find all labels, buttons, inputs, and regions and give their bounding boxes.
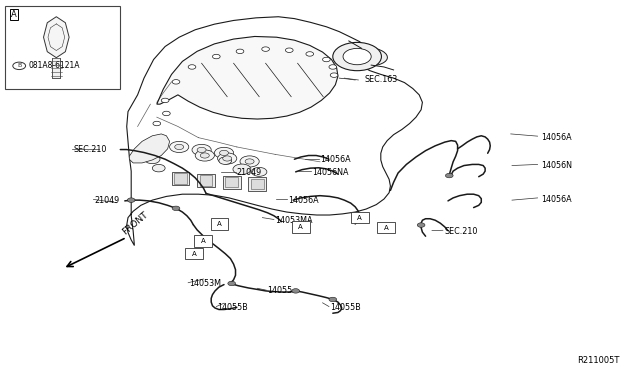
Circle shape bbox=[218, 153, 237, 164]
Circle shape bbox=[188, 65, 196, 69]
Bar bbox=[225, 177, 238, 187]
Bar bbox=[172, 172, 189, 185]
Polygon shape bbox=[44, 17, 69, 58]
Circle shape bbox=[219, 157, 232, 164]
Circle shape bbox=[197, 147, 206, 153]
Text: 14056A: 14056A bbox=[541, 195, 572, 203]
Text: 14053MA: 14053MA bbox=[275, 216, 313, 225]
Text: B: B bbox=[17, 63, 21, 68]
Text: A: A bbox=[298, 224, 303, 230]
Text: 14055B: 14055B bbox=[330, 303, 361, 312]
Circle shape bbox=[252, 167, 267, 176]
Circle shape bbox=[172, 80, 180, 84]
Text: SEC.210: SEC.210 bbox=[74, 145, 107, 154]
Circle shape bbox=[285, 48, 293, 52]
Bar bbox=[351, 212, 369, 223]
Circle shape bbox=[306, 52, 314, 56]
Text: A: A bbox=[217, 221, 222, 227]
Text: A: A bbox=[357, 215, 362, 221]
Circle shape bbox=[445, 173, 453, 178]
Circle shape bbox=[175, 144, 184, 150]
Circle shape bbox=[145, 155, 160, 164]
Circle shape bbox=[323, 57, 330, 62]
Circle shape bbox=[200, 153, 209, 158]
Circle shape bbox=[343, 48, 371, 65]
Text: SEC.163: SEC.163 bbox=[365, 76, 398, 84]
Bar bbox=[292, 221, 310, 232]
Circle shape bbox=[220, 150, 228, 155]
Bar bbox=[194, 235, 212, 247]
Bar bbox=[377, 222, 395, 233]
Bar bbox=[248, 177, 266, 191]
Circle shape bbox=[245, 159, 254, 164]
Text: R211005T: R211005T bbox=[577, 356, 620, 365]
Text: A: A bbox=[383, 225, 388, 231]
Bar bbox=[223, 176, 241, 189]
Circle shape bbox=[233, 164, 251, 174]
Circle shape bbox=[170, 141, 189, 153]
Bar bbox=[197, 174, 215, 187]
Text: FRONT: FRONT bbox=[120, 210, 150, 236]
Circle shape bbox=[161, 98, 169, 103]
Text: 14056N: 14056N bbox=[541, 161, 572, 170]
Circle shape bbox=[292, 289, 300, 293]
Circle shape bbox=[236, 49, 244, 54]
Bar bbox=[5, 6, 120, 89]
Text: 14053M: 14053M bbox=[189, 279, 221, 288]
Circle shape bbox=[153, 121, 161, 126]
Bar bbox=[174, 173, 187, 184]
Circle shape bbox=[212, 54, 220, 59]
Bar bbox=[200, 175, 212, 186]
Ellipse shape bbox=[346, 47, 387, 66]
Circle shape bbox=[240, 156, 259, 167]
Text: 14056A: 14056A bbox=[541, 133, 572, 142]
Circle shape bbox=[223, 156, 232, 161]
Circle shape bbox=[152, 164, 165, 172]
Circle shape bbox=[329, 65, 337, 69]
Polygon shape bbox=[127, 17, 422, 246]
Circle shape bbox=[195, 150, 214, 161]
Polygon shape bbox=[129, 134, 170, 163]
Circle shape bbox=[330, 73, 338, 77]
Bar bbox=[251, 179, 264, 189]
Text: 081A8-6121A: 081A8-6121A bbox=[29, 61, 80, 70]
Text: 14055: 14055 bbox=[268, 286, 292, 295]
Circle shape bbox=[127, 198, 135, 202]
Circle shape bbox=[329, 297, 337, 302]
Circle shape bbox=[355, 214, 362, 218]
Bar bbox=[185, 248, 203, 259]
Circle shape bbox=[228, 281, 236, 286]
Text: 21049: 21049 bbox=[95, 196, 120, 205]
Circle shape bbox=[163, 111, 170, 116]
Circle shape bbox=[333, 42, 381, 71]
Text: 14056A: 14056A bbox=[288, 196, 319, 205]
Circle shape bbox=[172, 206, 180, 211]
Text: 14056A: 14056A bbox=[320, 155, 351, 164]
Text: 21049: 21049 bbox=[237, 169, 262, 177]
Polygon shape bbox=[157, 36, 338, 119]
Text: SEC.210: SEC.210 bbox=[445, 227, 478, 236]
Circle shape bbox=[214, 147, 234, 158]
Polygon shape bbox=[52, 58, 60, 78]
Text: A: A bbox=[191, 251, 196, 257]
Circle shape bbox=[262, 47, 269, 51]
Circle shape bbox=[192, 144, 211, 155]
Bar bbox=[211, 218, 228, 230]
Text: 14056NA: 14056NA bbox=[312, 168, 349, 177]
Text: 14055B: 14055B bbox=[218, 303, 248, 312]
Text: A: A bbox=[200, 238, 205, 244]
Circle shape bbox=[417, 223, 425, 227]
Text: A: A bbox=[12, 10, 17, 19]
